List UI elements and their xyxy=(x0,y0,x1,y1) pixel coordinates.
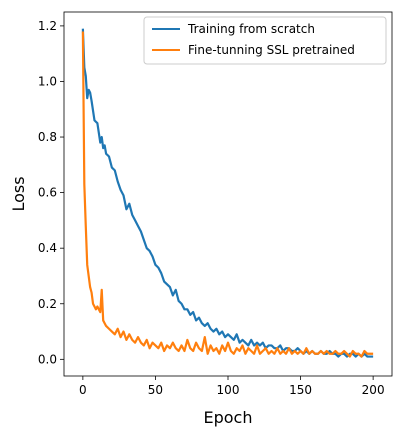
series-layer xyxy=(81,28,374,358)
y-tick-label: 0.8 xyxy=(38,130,57,144)
ticks-layer: 0 50 100 150 200 0.0 0.2 0.4 0.6 0.8 1.0 1.2 xyxy=(38,19,385,397)
x-tick-label: 200 xyxy=(362,383,385,397)
legend-box xyxy=(143,16,387,65)
series-line-training-from-scratch xyxy=(81,28,374,358)
plot-area-frame xyxy=(63,11,393,377)
y-axis-label: Loss xyxy=(9,176,28,211)
legend-entry-fine-tunning-ssl-pretrained: Fine-tunning SSL pretrained xyxy=(188,43,355,57)
x-tick-label: 0 xyxy=(79,383,87,397)
y-tick-label: 1.2 xyxy=(38,19,57,33)
legend-entry-training-from-scratch: Training from scratch xyxy=(187,22,315,36)
y-tick-label: 0.4 xyxy=(38,241,57,255)
x-tick-label: 50 xyxy=(148,383,163,397)
y-tick-label: 0.0 xyxy=(38,352,57,366)
series-line-fine-tunning-ssl-pretrained xyxy=(81,31,374,358)
x-tick-label: 100 xyxy=(217,383,240,397)
y-tick-label: 1.0 xyxy=(38,74,57,88)
y-tick-label: 0.6 xyxy=(38,186,57,200)
x-tick-label: 150 xyxy=(289,383,312,397)
x-axis-label: Epoch xyxy=(204,408,253,427)
y-tick-label: 0.2 xyxy=(38,297,57,311)
legend: Training from scratch Fine-tunning SSL p… xyxy=(143,16,387,65)
